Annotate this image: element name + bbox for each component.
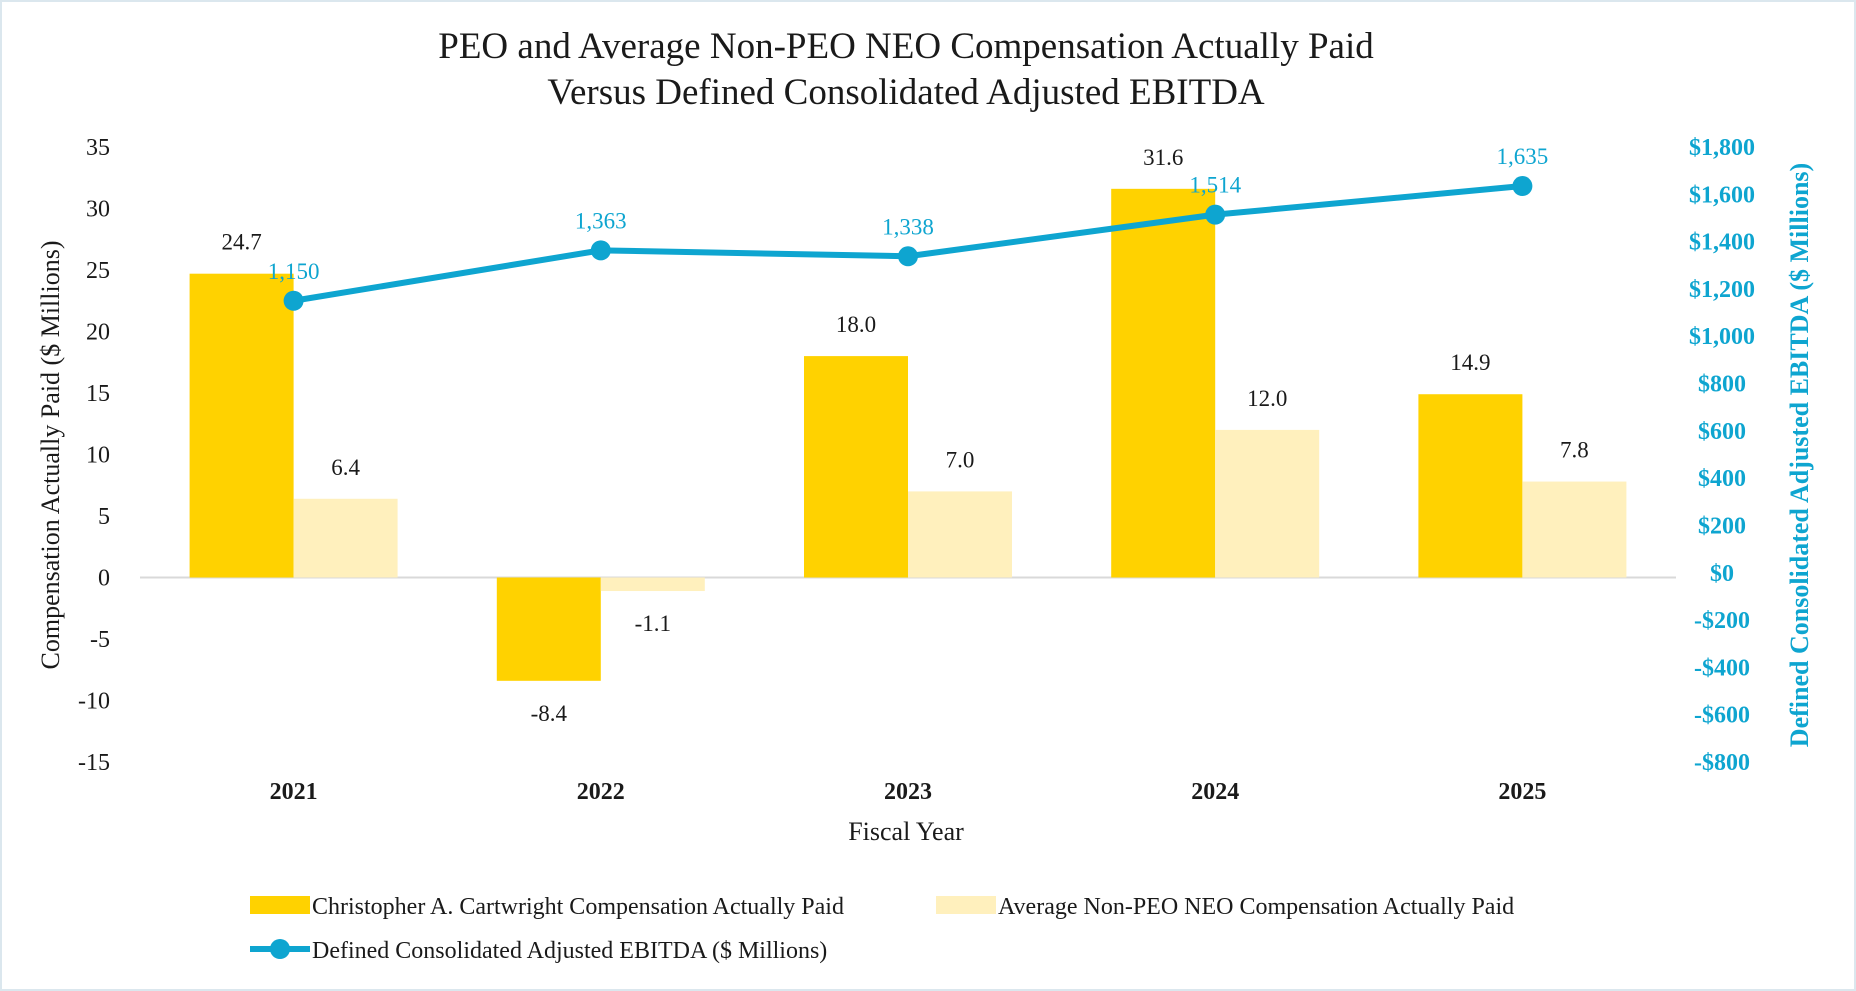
chart-title-line-1: PEO and Average Non-PEO NEO Compensation… [438,26,1374,67]
right-axis-tick-label: $600 [1698,419,1746,445]
left-axis-tick-label: 0 [98,566,110,592]
chart-title-line-2: Versus Defined Consolidated Adjusted EBI… [547,72,1265,113]
legend-swatch-ebitda-marker [270,939,290,959]
left-axis-tick-label: 25 [86,258,110,284]
right-axis-tick-label: $1,600 [1689,182,1755,208]
bar-average-2023 [908,491,1012,578]
left-axis-tick-label: 30 [86,197,110,223]
right-axis-title: Defined Consolidated Adjusted EBITDA ($ … [1785,163,1814,747]
legend-label-neo: Average Non-PEO NEO Compensation Actuall… [998,894,1514,920]
left-axis-title: Compensation Actually Paid ($ Millions) [36,241,65,670]
legend-label-peo: Christopher A. Cartwright Compensation A… [312,894,844,920]
x-axis-tick-label: 2022 [577,779,625,805]
left-axis-tick-label: 15 [86,381,110,407]
ebitda-data-label: 1,338 [882,214,934,239]
right-axis-tick-label: -$400 [1694,655,1750,681]
x-axis-tick-label: 2023 [884,779,932,805]
bar-data-label: -8.4 [531,701,568,726]
left-axis-tick-label: 20 [86,320,110,346]
bar-data-label: 18.0 [836,312,876,337]
legend-swatch-neo [936,896,996,914]
bar-christopher-2021 [189,273,294,578]
x-axis-title: Fiscal Year [848,817,964,846]
x-axis-tick-label: 2021 [270,779,318,805]
right-axis-tick-label: -$200 [1694,608,1750,634]
right-axis-tick-label: -$800 [1694,750,1750,776]
bar-data-label: 24.7 [221,230,261,255]
bar-average-2021 [293,498,398,578]
left-axis-tick-label: -10 [78,689,110,715]
bar-data-label: 7.8 [1560,438,1589,463]
ebitda-point-2024 [1205,204,1226,225]
bar-data-label: -1.1 [635,611,671,636]
bar-christopher-2024 [1111,188,1216,578]
ebitda-data-label: 1,150 [268,259,320,284]
bar-average-2022 [600,577,705,592]
left-axis-tick-label: 5 [98,504,110,530]
left-axis-tick-label: -5 [90,627,110,653]
right-axis-tick-label: $1,800 [1689,135,1755,161]
left-axis-tick-label: 35 [86,135,110,161]
left-axis-tick-label: 10 [86,443,110,469]
right-axis-tick-label: $1,000 [1689,324,1755,350]
right-axis-tick-label: $200 [1698,513,1746,539]
ebitda-data-label: 1,514 [1189,173,1241,198]
ebitda-data-label: 1,363 [575,208,627,233]
bar-average-2024 [1215,429,1320,578]
bar-average-2025 [1522,481,1627,578]
bar-christopher-2023 [804,356,908,578]
bar-christopher-2022 [496,577,601,681]
legend-swatch-peo [250,896,310,914]
ebitda-point-2025 [1512,176,1533,197]
right-axis-tick-label: $400 [1698,466,1746,492]
ebitda-line [293,183,1523,304]
right-axis-tick-label: -$600 [1694,703,1750,729]
right-axis-tick-label: $0 [1710,561,1734,587]
x-axis-tick-label: 2024 [1191,779,1239,805]
ebitda-point-2022 [590,240,611,261]
bar-data-label: 14.9 [1450,350,1490,375]
bar-data-label: 6.4 [331,455,360,480]
bar-data-label: 31.6 [1143,145,1183,170]
bar-data-label: 7.0 [946,447,975,472]
right-axis-tick-label: $1,200 [1689,277,1755,303]
ebitda-data-label: 1,635 [1497,144,1549,169]
ebitda-point-2021 [283,290,304,311]
x-axis-tick-label: 2025 [1498,779,1546,805]
bar-christopher-2025 [1418,394,1523,578]
ebitda-point-2023 [898,246,918,267]
left-axis-tick-label: -15 [78,750,110,776]
bar-data-label: 12.0 [1247,386,1287,411]
right-axis-tick-label: $800 [1698,372,1746,398]
right-axis-tick-label: $1,400 [1689,230,1755,256]
legend-label-ebitda: Defined Consolidated Adjusted EBITDA ($ … [312,938,827,964]
